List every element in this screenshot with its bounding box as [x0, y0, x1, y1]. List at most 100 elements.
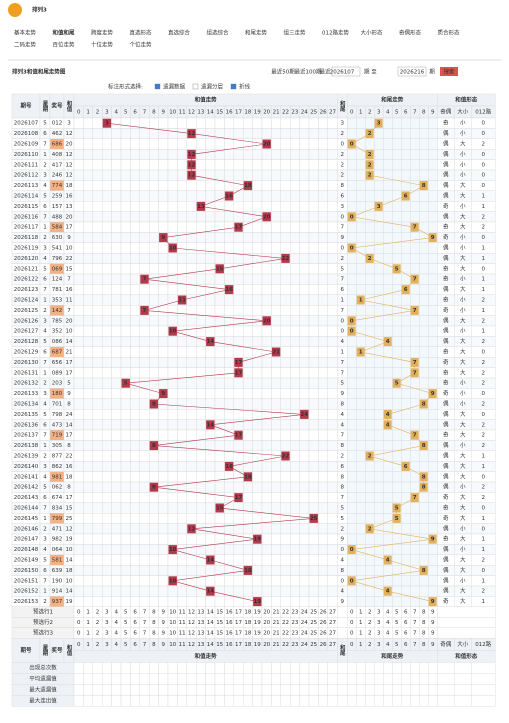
preselect-number[interactable]: 0 — [350, 631, 354, 637]
preselect-number[interactable]: 7 — [413, 610, 417, 616]
preselect-number[interactable]: 13 — [197, 620, 204, 626]
preselect-number[interactable]: 9 — [431, 610, 435, 616]
nav-tab[interactable]: 百位走势 — [53, 41, 76, 49]
preselect-number[interactable]: 27 — [329, 631, 336, 637]
preselect-number[interactable]: 2 — [368, 620, 372, 626]
preselect-number[interactable]: 9 — [162, 610, 166, 616]
nav-tab[interactable]: 直选形态 — [130, 29, 153, 37]
preselect-number[interactable]: 1 — [86, 610, 90, 616]
preselect-number[interactable]: 0 — [77, 631, 81, 637]
preselect-number[interactable]: 9 — [162, 631, 166, 637]
preselect-number[interactable]: 24 — [301, 610, 308, 616]
preselect-number[interactable]: 5 — [395, 610, 399, 616]
preselect-number[interactable]: 6 — [133, 610, 137, 616]
preselect-number[interactable]: 10 — [169, 631, 176, 637]
preselect-number[interactable]: 24 — [301, 620, 308, 626]
preselect-number[interactable]: 18 — [244, 620, 251, 626]
preselect-number[interactable]: 6 — [133, 631, 137, 637]
preselect-number[interactable]: 18 — [244, 610, 251, 616]
preselect-number[interactable]: 1 — [359, 610, 363, 616]
preselect-number[interactable]: 23 — [291, 631, 298, 637]
nav-tab[interactable]: 二码走势 — [14, 41, 37, 49]
preselect-number[interactable]: 20 — [263, 610, 270, 616]
preselect-number[interactable]: 8 — [422, 610, 426, 616]
preselect-number[interactable]: 3 — [377, 620, 381, 626]
preselect-number[interactable]: 23 — [291, 620, 298, 626]
preselect-number[interactable]: 13 — [197, 631, 204, 637]
preselect-number[interactable]: 27 — [329, 620, 336, 626]
option[interactable]: 折线 — [239, 83, 251, 91]
preselect-number[interactable]: 1 — [86, 631, 90, 637]
preselect-number[interactable]: 12 — [188, 610, 195, 616]
preselect-number[interactable]: 0 — [77, 610, 81, 616]
preselect-number[interactable]: 6 — [404, 610, 408, 616]
preselect-number[interactable]: 8 — [152, 631, 156, 637]
preselect-number[interactable]: 26 — [320, 610, 327, 616]
preselect-number[interactable]: 24 — [301, 631, 308, 637]
preselect-number[interactable]: 5 — [395, 620, 399, 626]
preselect-number[interactable]: 10 — [169, 620, 176, 626]
preselect-number[interactable]: 17 — [235, 610, 242, 616]
preselect-number[interactable]: 7 — [143, 631, 147, 637]
preselect-number[interactable]: 8 — [422, 631, 426, 637]
preselect-number[interactable]: 12 — [188, 631, 195, 637]
to-input-text[interactable]: 2026216 — [400, 70, 425, 76]
preselect-number[interactable]: 7 — [143, 610, 147, 616]
nav-tab[interactable]: 和尾走势 — [245, 29, 268, 37]
preselect-number[interactable]: 3 — [377, 610, 381, 616]
preselect-number[interactable]: 4 — [386, 610, 390, 616]
preselect-number[interactable]: 9 — [431, 631, 435, 637]
preselect-number[interactable]: 5 — [124, 631, 128, 637]
preselect-number[interactable]: 1 — [86, 620, 90, 626]
preselect-number[interactable]: 5 — [395, 631, 399, 637]
preselect-number[interactable]: 21 — [273, 610, 280, 616]
preselect-number[interactable]: 21 — [273, 631, 280, 637]
nav-tab[interactable]: 个位走势 — [130, 41, 153, 49]
preselect-number[interactable]: 8 — [422, 620, 426, 626]
preselect-number[interactable]: 2 — [368, 631, 372, 637]
preselect-number[interactable]: 4 — [386, 620, 390, 626]
preselect-number[interactable]: 3 — [377, 631, 381, 637]
preselect-number[interactable]: 5 — [124, 620, 128, 626]
preselect-number[interactable]: 4 — [115, 610, 119, 616]
preselect-number[interactable]: 14 — [207, 620, 214, 626]
preselect-number[interactable]: 21 — [273, 620, 280, 626]
preselect-number[interactable]: 25 — [310, 631, 317, 637]
preselect-number[interactable]: 0 — [77, 620, 81, 626]
preselect-number[interactable]: 18 — [244, 631, 251, 637]
preselect-number[interactable]: 2 — [96, 610, 100, 616]
option[interactable]: 遗漏分层 — [201, 83, 224, 91]
preselect-number[interactable]: 3 — [105, 620, 109, 626]
preselect-number[interactable]: 25 — [310, 620, 317, 626]
preselect-number[interactable]: 22 — [282, 610, 289, 616]
preselect-number[interactable]: 5 — [124, 610, 128, 616]
preselect-number[interactable]: 4 — [115, 631, 119, 637]
preselect-number[interactable]: 19 — [254, 620, 261, 626]
preselect-number[interactable]: 14 — [207, 610, 214, 616]
preselect-number[interactable]: 7 — [413, 631, 417, 637]
preselect-number[interactable]: 15 — [216, 610, 223, 616]
preselect-number[interactable]: 6 — [133, 620, 137, 626]
preselect-number[interactable]: 1 — [359, 620, 363, 626]
preselect-number[interactable]: 0 — [350, 610, 354, 616]
preselect-number[interactable]: 15 — [216, 631, 223, 637]
preselect-number[interactable]: 11 — [179, 631, 186, 637]
preselect-number[interactable]: 19 — [254, 631, 261, 637]
preselect-number[interactable]: 10 — [169, 610, 176, 616]
preselect-number[interactable]: 2 — [96, 631, 100, 637]
preselect-number[interactable]: 2 — [96, 620, 100, 626]
preselect-number[interactable]: 19 — [254, 610, 261, 616]
nav-tab[interactable]: 质合形态 — [438, 29, 461, 37]
preselect-number[interactable]: 22 — [282, 631, 289, 637]
nav-tab[interactable]: 直选综合 — [168, 29, 191, 37]
preselect-number[interactable]: 9 — [431, 620, 435, 626]
period-link[interactable]: 最近100期 — [295, 68, 322, 76]
preselect-number[interactable]: 16 — [226, 631, 233, 637]
preselect-number[interactable]: 16 — [226, 620, 233, 626]
preselect-number[interactable]: 23 — [291, 610, 298, 616]
preselect-number[interactable]: 1 — [359, 631, 363, 637]
preselect-number[interactable]: 26 — [320, 620, 327, 626]
preselect-number[interactable]: 25 — [310, 610, 317, 616]
preselect-number[interactable]: 11 — [179, 620, 186, 626]
preselect-number[interactable]: 14 — [207, 631, 214, 637]
